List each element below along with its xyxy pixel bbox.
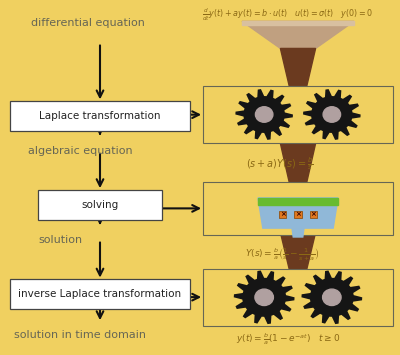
- Circle shape: [323, 107, 340, 122]
- FancyBboxPatch shape: [203, 269, 393, 326]
- FancyBboxPatch shape: [310, 211, 317, 218]
- Polygon shape: [303, 89, 361, 140]
- Polygon shape: [242, 21, 354, 48]
- Text: $(s+a)Y(s)=\frac{b}{s}$: $(s+a)Y(s)=\frac{b}{s}$: [246, 155, 314, 173]
- Polygon shape: [242, 115, 354, 119]
- Text: ×: ×: [310, 212, 316, 218]
- FancyBboxPatch shape: [203, 86, 393, 143]
- Text: $Y(s)=\frac{b}{a}\left(\frac{1}{s}-\frac{1}{s+a}\right)$: $Y(s)=\frac{b}{a}\left(\frac{1}{s}-\frac…: [245, 246, 319, 262]
- Text: $\frac{d}{dt}y(t)+ay(t)=b\cdot u(t)$   $u(t)=\sigma(t)$   $y(0)=0$: $\frac{d}{dt}y(t)+ay(t)=b\cdot u(t)$ $u(…: [202, 7, 374, 23]
- Polygon shape: [258, 198, 338, 228]
- Text: differential equation: differential equation: [31, 18, 145, 28]
- Polygon shape: [280, 48, 316, 86]
- FancyBboxPatch shape: [279, 211, 286, 218]
- Text: ×: ×: [295, 212, 301, 218]
- Polygon shape: [242, 21, 354, 25]
- Polygon shape: [280, 143, 316, 182]
- Polygon shape: [302, 271, 362, 324]
- Circle shape: [256, 107, 273, 122]
- Text: solution in time domain: solution in time domain: [14, 331, 146, 340]
- Text: solving: solving: [81, 200, 119, 210]
- FancyBboxPatch shape: [10, 279, 190, 309]
- FancyBboxPatch shape: [38, 190, 162, 220]
- FancyBboxPatch shape: [10, 101, 190, 131]
- Polygon shape: [242, 206, 354, 210]
- Polygon shape: [280, 233, 316, 269]
- Text: ×: ×: [280, 212, 286, 218]
- Circle shape: [322, 289, 341, 306]
- Polygon shape: [258, 198, 338, 204]
- Text: Laplace transformation: Laplace transformation: [39, 111, 161, 121]
- Polygon shape: [234, 271, 294, 324]
- Text: inverse Laplace transformation: inverse Laplace transformation: [18, 289, 182, 299]
- Polygon shape: [242, 206, 354, 233]
- Text: algebraic equation: algebraic equation: [28, 146, 132, 156]
- Text: solution: solution: [38, 235, 82, 245]
- FancyBboxPatch shape: [294, 211, 302, 218]
- Text: $y(t)=\frac{b}{a}\left(1-e^{-at}\right)$   $t\geq 0$: $y(t)=\frac{b}{a}\left(1-e^{-at}\right)$…: [236, 332, 340, 346]
- Polygon shape: [235, 89, 293, 140]
- Polygon shape: [242, 115, 354, 143]
- Circle shape: [255, 289, 274, 306]
- FancyBboxPatch shape: [203, 182, 393, 235]
- Polygon shape: [292, 228, 304, 237]
